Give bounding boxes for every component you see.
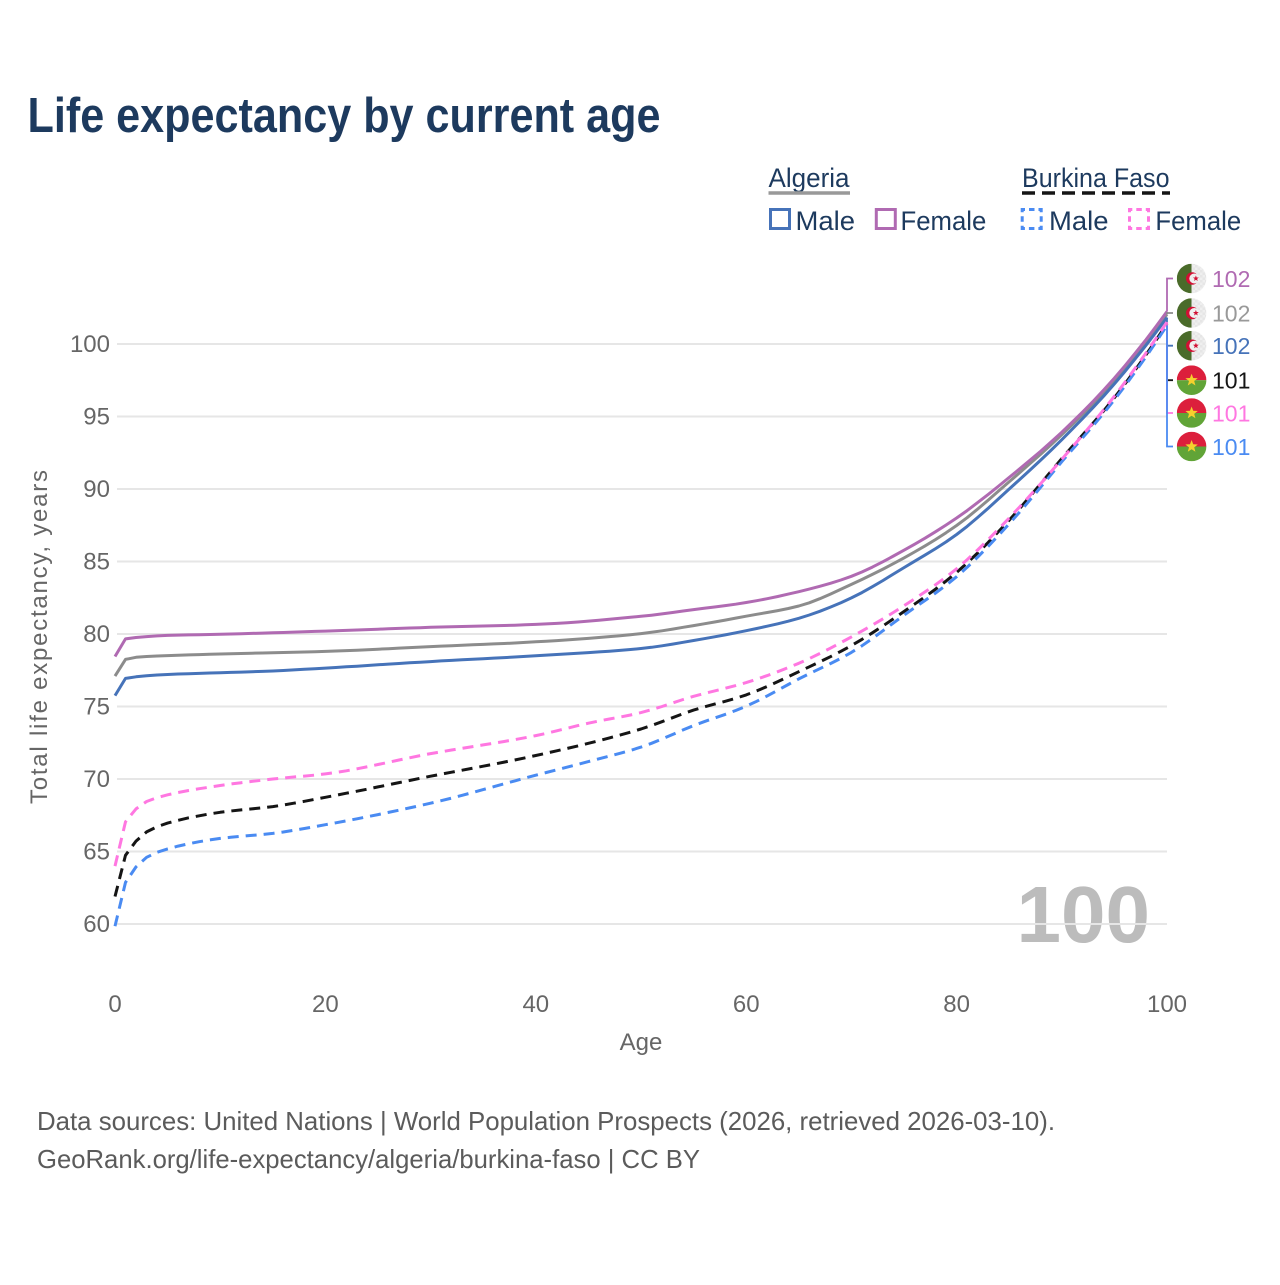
- svg-text:Male: Male: [1049, 206, 1109, 236]
- svg-text:102: 102: [1212, 301, 1250, 327]
- svg-text:85: 85: [83, 549, 110, 576]
- svg-text:80: 80: [83, 621, 110, 648]
- svg-text:Algeria: Algeria: [769, 163, 851, 193]
- svg-text:Data sources: United Nations |: Data sources: United Nations | World Pop…: [37, 1106, 1055, 1136]
- svg-text:40: 40: [522, 991, 549, 1018]
- svg-text:100: 100: [1147, 991, 1187, 1018]
- svg-text:102: 102: [1212, 266, 1250, 292]
- svg-text:20: 20: [312, 991, 339, 1018]
- svg-text:101: 101: [1212, 401, 1250, 427]
- svg-text:Female: Female: [901, 206, 987, 236]
- svg-text:100: 100: [1017, 870, 1150, 959]
- svg-text:60: 60: [83, 911, 110, 938]
- svg-text:Burkina Faso: Burkina Faso: [1022, 163, 1170, 193]
- svg-text:102: 102: [1212, 333, 1250, 359]
- svg-text:75: 75: [83, 694, 110, 721]
- svg-text:70: 70: [83, 766, 110, 793]
- svg-text:Life expectancy by current age: Life expectancy by current age: [28, 89, 661, 143]
- svg-text:65: 65: [83, 839, 110, 866]
- svg-text:80: 80: [943, 991, 970, 1018]
- svg-text:101: 101: [1212, 368, 1250, 394]
- svg-text:GeoRank.org/life-expectancy/al: GeoRank.org/life-expectancy/algeria/burk…: [37, 1144, 700, 1174]
- svg-text:101: 101: [1212, 434, 1250, 460]
- svg-text:Total life expectancy, years: Total life expectancy, years: [26, 470, 53, 804]
- svg-text:Female: Female: [1155, 206, 1241, 236]
- svg-text:Age: Age: [620, 1029, 663, 1056]
- svg-text:Male: Male: [796, 206, 856, 236]
- svg-text:0: 0: [108, 991, 121, 1018]
- svg-text:90: 90: [83, 476, 110, 503]
- svg-text:60: 60: [733, 991, 760, 1018]
- svg-text:100: 100: [70, 331, 110, 358]
- svg-text:95: 95: [83, 404, 110, 431]
